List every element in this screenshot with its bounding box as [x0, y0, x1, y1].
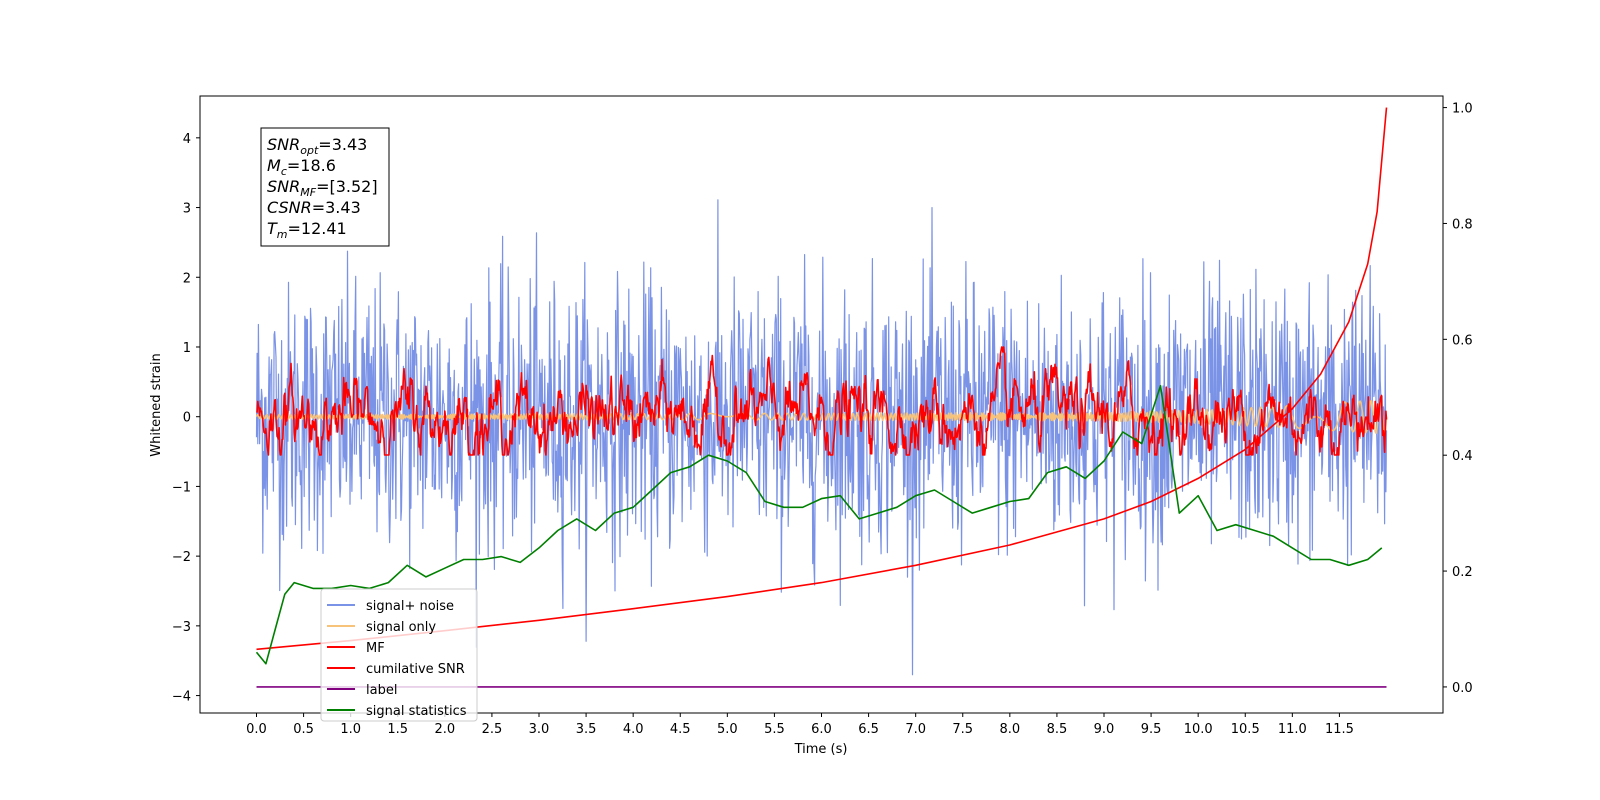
x-tick-label: 8.0: [999, 722, 1020, 737]
stats-line: SNRMF=[3.52]: [267, 177, 378, 199]
x-tick-label: 1.0: [340, 722, 361, 737]
stats-line: Tm=12.41: [267, 219, 347, 241]
series-layer: [255, 107, 1388, 688]
stats-line: SNRopt=3.43: [267, 135, 367, 157]
x-tick-label: 11.0: [1278, 722, 1307, 737]
stats-box-frame: [260, 127, 390, 247]
y-axis-right: 0.0 0.2 0.4 0.6 0.8 1.0: [1443, 102, 1473, 696]
legend-entry: signal statistics: [366, 704, 467, 719]
x-tick-label: 9.5: [1141, 722, 1162, 737]
y-tick-label: −3: [172, 620, 191, 635]
x-tick-label: 2.5: [482, 722, 503, 737]
y2-tick-label: 0.4: [1452, 449, 1473, 464]
legend: signal+ noise signal only MF cumilative SNR…: [320, 588, 478, 722]
x-tick-label: 0.0: [246, 722, 267, 737]
x-axis: 0.0 0.5 1.0 1.5 2.0 2.5 3.0 3.5 4.0 4.5 5.0 5.5 6.0 6…: [246, 713, 1354, 737]
x-tick-label: 0.5: [293, 722, 314, 737]
x-tick-label: 4.5: [670, 722, 691, 737]
x-tick-label: 3.5: [576, 722, 597, 737]
legend-entry: label: [366, 683, 397, 698]
x-tick-label: 7.5: [952, 722, 973, 737]
x-tick-label: 5.0: [717, 722, 738, 737]
y-tick-label: 4: [183, 132, 191, 147]
y-tick-label: −4: [172, 690, 191, 705]
x-tick-label: 11.5: [1325, 722, 1354, 737]
x-tick-label: 2.0: [434, 722, 455, 737]
x-tick-label: 7.0: [905, 722, 926, 737]
y2-tick-label: 0.2: [1452, 565, 1473, 580]
series-line-mf: [256, 346, 1388, 456]
x-tick-label: 3.0: [529, 722, 550, 737]
y-tick-label: −1: [172, 480, 191, 495]
legend-entry: cumilative SNR: [366, 662, 465, 677]
x-tick-label: 6.0: [811, 722, 832, 737]
y-axis-label: Whitened strain: [149, 353, 164, 456]
x-tick-label: 6.5: [858, 722, 879, 737]
x-tick-label: 10.5: [1231, 722, 1260, 737]
x-tick-label: 8.5: [1047, 722, 1068, 737]
stats-line: Mc=18.6: [267, 156, 336, 178]
y-tick-label: 2: [183, 271, 191, 286]
y2-tick-label: 1.0: [1452, 102, 1473, 117]
legend-entry: MF: [366, 641, 385, 656]
x-tick-label: 10.0: [1184, 722, 1213, 737]
x-tick-label: 5.5: [764, 722, 785, 737]
y-tick-label: 1: [183, 341, 191, 356]
legend-entry: signal only: [366, 620, 436, 635]
y-tick-label: 0: [183, 411, 191, 426]
legend-entry: signal+ noise: [366, 599, 454, 614]
x-tick-label: 4.0: [623, 722, 644, 737]
y-tick-label: 3: [183, 202, 191, 217]
x-axis-label: Time (s): [794, 742, 848, 757]
y2-tick-label: 0.6: [1452, 333, 1473, 348]
series-line-signal-statistics: [255, 384, 1383, 665]
series-line-cumilative-snr: [256, 107, 1388, 651]
x-tick-label: 1.5: [387, 722, 408, 737]
y2-tick-label: 0.8: [1452, 217, 1473, 232]
stats-line: CSNR=3.43: [267, 198, 361, 217]
legend-frame: [320, 588, 478, 722]
y2-tick-label: 0.0: [1452, 681, 1473, 696]
y-axis-left: −4 −3 −2 −1 0 1 2 3 4: [172, 132, 200, 705]
x-tick-label: 9.0: [1094, 722, 1115, 737]
y-tick-label: −2: [172, 550, 191, 565]
